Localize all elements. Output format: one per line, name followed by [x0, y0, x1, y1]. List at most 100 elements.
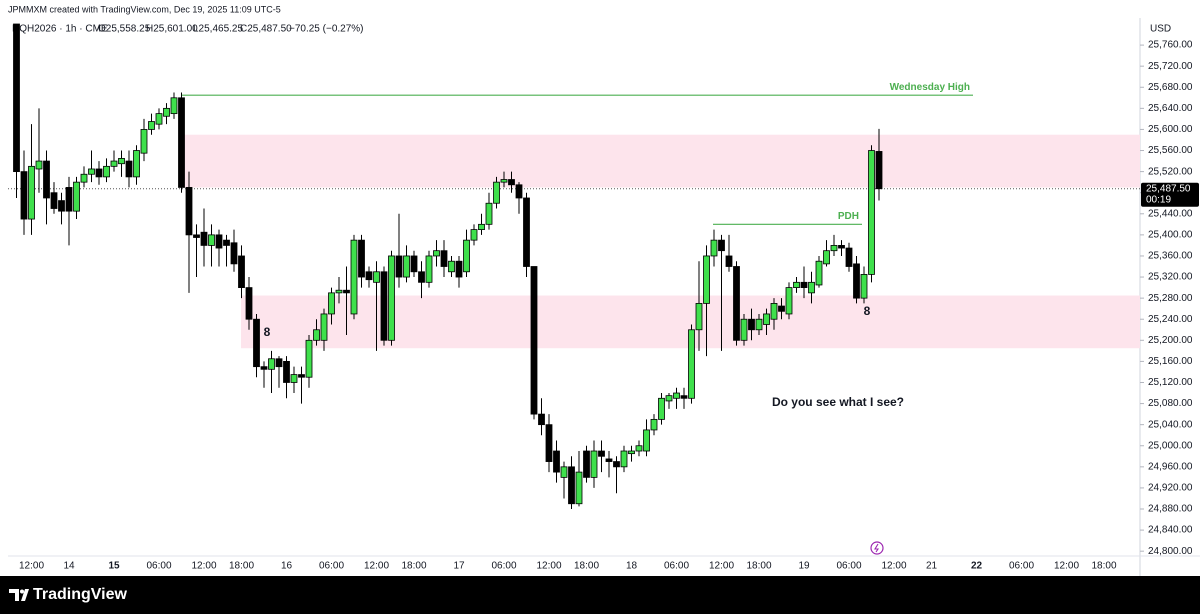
x-tick-label: 18:00 — [229, 561, 254, 572]
x-tick-label: 12:00 — [364, 561, 389, 572]
candle-body — [628, 450, 635, 455]
candle-body — [583, 450, 590, 478]
currency: USD — [1150, 24, 1171, 35]
candle-body — [860, 274, 868, 299]
candle-body — [815, 260, 823, 286]
replay-icon[interactable] — [870, 541, 884, 555]
candle-body — [148, 121, 155, 130]
candle-body — [455, 260, 463, 278]
last-price-label: 25,487.50 — [1146, 183, 1191, 194]
candle-body — [260, 366, 268, 370]
candle-body — [268, 358, 275, 370]
candle-body — [155, 113, 163, 125]
x-tick-label: 12:00 — [536, 561, 561, 572]
x-tick-label: 12:00 — [881, 561, 906, 572]
y-tick-label: 25,320.00 — [1148, 272, 1193, 283]
candle-body — [290, 374, 298, 383]
candle-body — [493, 181, 500, 204]
candle-body — [43, 160, 50, 199]
ohlc-low: L25,465.25 — [193, 24, 243, 35]
candle-body — [395, 255, 403, 278]
y-tick-label: 24,960.00 — [1148, 461, 1193, 472]
candle-body — [65, 187, 73, 212]
y-tick-label: 25,640.00 — [1148, 103, 1193, 114]
candle-body — [358, 239, 365, 278]
brand-logo — [9, 589, 29, 601]
legend: NQH2026 · 1h · CME O25,558.25 H25,601.00… — [12, 24, 364, 35]
candle-body — [808, 281, 815, 294]
candle-body — [680, 395, 688, 399]
y-tick-label: 25,240.00 — [1148, 314, 1193, 325]
candle-body — [598, 450, 605, 457]
y-tick-label: 24,880.00 — [1148, 504, 1193, 515]
candle-body — [335, 289, 343, 294]
candle-body — [500, 179, 508, 183]
candle-body — [238, 255, 245, 288]
candle-body — [823, 250, 830, 265]
candle-body — [200, 231, 208, 246]
candle-body — [763, 313, 770, 325]
candle-body — [733, 266, 740, 341]
plot: Wednesday High PDH — [8, 23, 1140, 510]
y-tick-label: 25,760.00 — [1148, 40, 1193, 51]
y-tick-label: 25,280.00 — [1148, 293, 1193, 304]
candle-body — [58, 200, 65, 212]
candle-body — [328, 292, 335, 315]
candle-body — [245, 287, 253, 320]
candle-body — [650, 418, 658, 431]
y-tick-label: 24,840.00 — [1148, 525, 1193, 536]
candle-body — [28, 165, 35, 220]
candle-body — [665, 395, 673, 402]
candle-body — [673, 392, 680, 399]
candle-body — [425, 255, 433, 283]
candle-body — [868, 150, 875, 275]
candle-body — [688, 329, 695, 399]
candle-body — [605, 458, 613, 462]
candle-body — [305, 339, 313, 378]
x-tick-label: 06:00 — [146, 561, 171, 572]
candle-body — [313, 329, 320, 341]
candle-body — [275, 358, 283, 368]
note: Do you see what I see? — [772, 395, 904, 409]
candle-body — [418, 271, 425, 283]
candle-body — [13, 23, 20, 173]
candle-body — [793, 281, 800, 288]
x-tick-label: 18:00 — [746, 561, 771, 572]
candle-body — [530, 266, 538, 415]
last-price-box — [1141, 182, 1199, 207]
candle-body — [658, 397, 665, 420]
candle-body — [635, 445, 643, 452]
candle-body — [388, 255, 395, 341]
candle-body — [800, 281, 808, 288]
candle-body — [725, 255, 733, 267]
candle-body — [88, 168, 95, 175]
candle-body — [433, 250, 440, 257]
candle-body — [73, 181, 80, 212]
candle-body — [80, 173, 88, 183]
candle-body — [770, 303, 778, 320]
candle-body — [560, 466, 568, 478]
candle-body — [838, 245, 845, 249]
brand: TradingView — [33, 586, 128, 603]
candle-body — [778, 305, 785, 312]
candle-body — [208, 234, 215, 246]
candle-body — [703, 255, 710, 304]
candle-body — [785, 287, 793, 315]
candle-body — [508, 179, 515, 186]
candle-body — [365, 271, 373, 281]
y-tick-label: 25,680.00 — [1148, 82, 1193, 93]
x-tick-label: 18:00 — [1091, 561, 1116, 572]
candle-body — [875, 151, 883, 190]
level-label: PDH — [838, 211, 859, 222]
candle-body — [163, 107, 170, 117]
x-tick-label: 12:00 — [1054, 561, 1079, 572]
candle-body — [575, 471, 583, 505]
ohlc-close: C25,487.50 — [240, 24, 292, 35]
candle-body — [343, 289, 350, 294]
candle-body — [283, 360, 290, 383]
x-tick-label: 17 — [453, 561, 465, 572]
candle-body — [140, 129, 148, 154]
level-label: Wednesday High — [890, 82, 970, 93]
candle-body — [133, 150, 140, 178]
